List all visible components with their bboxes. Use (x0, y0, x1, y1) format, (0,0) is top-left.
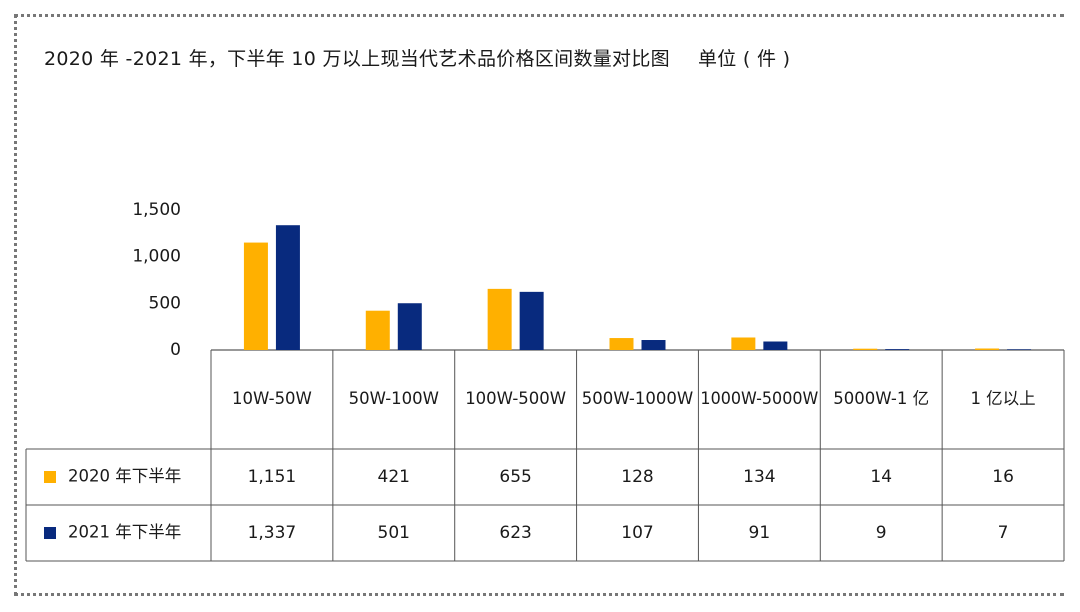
x-tick-label: 500W-1000W (582, 389, 693, 408)
bar-2021 (275, 225, 300, 350)
bar-2021 (1007, 349, 1032, 350)
bar-2020 (243, 242, 268, 350)
bar-2021 (763, 341, 788, 350)
bar-2020 (975, 348, 1000, 350)
data-label: 623 (499, 523, 531, 543)
data-label: 1,337 (248, 523, 297, 543)
data-label: 14 (870, 467, 892, 487)
data-label: 91 (749, 523, 771, 543)
bar-2020 (487, 288, 512, 350)
x-tick-label: 1 亿以上 (970, 389, 1035, 408)
data-label: 501 (378, 523, 410, 543)
x-tick-label: 50W-100W (349, 389, 439, 408)
bar-2020 (853, 348, 878, 350)
data-label: 128 (621, 467, 653, 487)
bar-2020 (365, 310, 390, 350)
legend-swatch (44, 527, 56, 539)
chart-title-text: 2020 年 -2021 年，下半年 10 万以上现当代艺术品价格区间数量对比图 (44, 48, 670, 70)
bar-2021 (641, 340, 666, 350)
bar-2020 (731, 337, 756, 350)
legend-swatch (44, 471, 56, 483)
bar-2021 (885, 349, 910, 350)
bar-2021 (519, 291, 544, 350)
y-tick-label: 500 (149, 293, 181, 313)
x-tick-label: 5000W-1 亿 (833, 389, 929, 408)
data-label: 655 (499, 467, 531, 487)
chart-unit: 单位 ( 件 ) (697, 48, 791, 70)
x-tick-label: 1000W-5000W (700, 389, 818, 408)
y-tick-label: 1,500 (132, 200, 181, 220)
x-tick-label: 100W-500W (465, 389, 566, 408)
data-label: 9 (876, 523, 887, 543)
bar-2021 (397, 303, 422, 350)
data-label: 134 (743, 467, 775, 487)
y-tick-label: 1,000 (132, 247, 181, 267)
legend-label: 2020 年下半年 (68, 467, 181, 486)
legend-label: 2021 年下半年 (68, 523, 181, 542)
y-tick-label: 0 (170, 340, 181, 360)
x-tick-label: 10W-50W (232, 389, 312, 408)
chart-frame (14, 14, 1064, 596)
bar-2020 (609, 338, 634, 350)
data-label: 1,151 (248, 467, 297, 487)
data-label: 421 (378, 467, 410, 487)
data-label: 16 (992, 467, 1014, 487)
chart-title: 2020 年 -2021 年，下半年 10 万以上现当代艺术品价格区间数量对比图… (44, 44, 790, 71)
data-label: 7 (998, 523, 1009, 543)
data-label: 107 (621, 523, 653, 543)
